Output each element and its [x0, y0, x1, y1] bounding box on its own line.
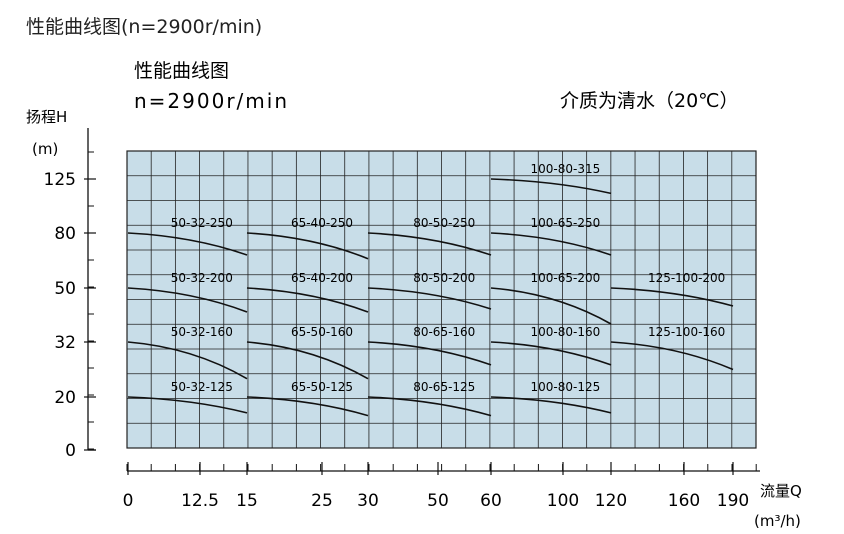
curve-50-32-125 [127, 396, 248, 414]
curve-label: 100-65-250 [531, 216, 601, 230]
curve-65-40-250 [246, 232, 369, 260]
figure-medium: 介质为清水（20℃） [560, 90, 739, 112]
curve-label: 100-80-315 [531, 162, 601, 176]
curve-label: 65-40-200 [291, 271, 353, 285]
x-tick-label: 190 [717, 491, 749, 511]
curve-label: 80-50-200 [413, 271, 475, 285]
x-tick-label: 0 [123, 491, 134, 511]
y-axis-unit: (m) [32, 140, 58, 158]
curve-65-50-125 [246, 396, 369, 417]
curve-label: 100-80-125 [531, 380, 601, 394]
curve-label: 65-40-250 [291, 216, 353, 230]
curve-65-50-160 [246, 341, 369, 380]
curve-label: 80-50-250 [413, 216, 475, 230]
curve-100-80-160 [490, 341, 612, 366]
curve-label: 100-80-160 [531, 325, 601, 339]
curve-65-40-200 [246, 287, 369, 313]
curve-100-80-125 [490, 396, 612, 414]
curve-label: 50-32-125 [171, 380, 233, 394]
y-tick-label: 20 [54, 388, 76, 408]
x-tick-label: 120 [595, 491, 627, 511]
x-tick-label: 100 [547, 491, 579, 511]
curve-label: 125-100-200 [648, 271, 725, 285]
curve-label: 125-100-160 [648, 325, 725, 339]
curve-50-32-160 [127, 341, 248, 380]
x-axis-label: 流量Q [760, 482, 802, 500]
curve-100-80-315 [490, 178, 612, 195]
x-tick-label: 60 [480, 491, 502, 511]
curve-label: 80-65-160 [413, 325, 475, 339]
x-tick-label: 50 [427, 491, 449, 511]
y-tick-label: 32 [54, 333, 76, 353]
curve-80-50-250 [367, 232, 492, 256]
figure-speed: n=2900r/min [134, 89, 289, 113]
curve-125-100-160 [610, 341, 734, 371]
x-tick-label: 160 [668, 491, 700, 511]
curve-label: 50-32-250 [171, 216, 233, 230]
curve-label: 50-32-200 [171, 271, 233, 285]
curve-125-100-200 [610, 287, 734, 307]
page-title: 性能曲线图(n=2900r/min) [26, 16, 263, 38]
curve-100-65-250 [490, 232, 612, 256]
x-tick-label: 12.5 [181, 491, 219, 511]
y-tick-label: 0 [65, 441, 76, 461]
y-axis-label: 扬程H [26, 108, 67, 126]
curve-80-50-200 [367, 287, 492, 310]
curve-80-65-160 [367, 341, 492, 366]
curve-label: 50-32-160 [171, 325, 233, 339]
curve-50-32-200 [127, 287, 248, 313]
y-tick-label: 125 [44, 170, 76, 190]
curve-80-65-125 [367, 396, 492, 417]
x-tick-label: 25 [311, 491, 333, 511]
figure-title: 性能曲线图 [134, 60, 229, 82]
x-axis-unit: (m³/h) [754, 512, 801, 530]
curve-label: 100-65-200 [531, 271, 601, 285]
x-tick-label: 30 [357, 491, 379, 511]
curve-100-65-200 [490, 287, 612, 325]
curve-label: 80-65-125 [413, 380, 475, 394]
curve-label: 65-50-125 [291, 380, 353, 394]
y-tick-label: 50 [54, 279, 76, 299]
curve-label: 65-50-160 [291, 325, 353, 339]
x-tick-label: 15 [236, 491, 258, 511]
curve-50-32-250 [127, 232, 248, 256]
y-tick-label: 80 [54, 224, 76, 244]
